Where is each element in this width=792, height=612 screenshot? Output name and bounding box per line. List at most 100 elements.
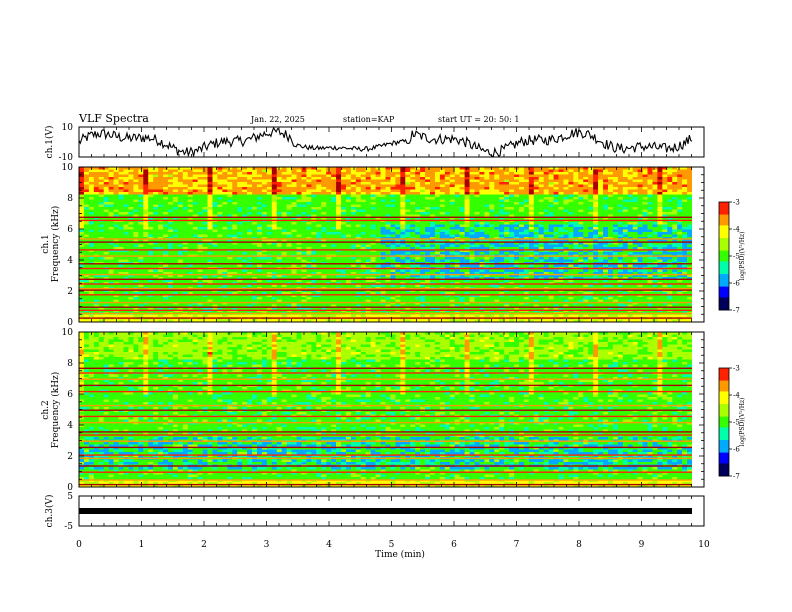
spectrogram-cell xyxy=(212,202,218,205)
spectrogram-cell xyxy=(380,169,386,173)
spectrogram-cell xyxy=(538,207,544,210)
spectrogram-cell xyxy=(341,207,347,210)
spectrogram-cell xyxy=(662,199,668,203)
spectrogram-cell xyxy=(345,167,352,170)
spectrogram-cell xyxy=(133,232,139,235)
spectrogram-cell xyxy=(365,212,371,215)
spectrogram-cell xyxy=(370,169,376,173)
spectrogram-cell xyxy=(518,222,525,225)
spectrogram-cell xyxy=(390,207,396,210)
spectrogram-cell xyxy=(489,182,495,185)
spectrogram-cell xyxy=(593,244,599,248)
spectrogram-cell xyxy=(573,174,579,178)
spectrogram-cell xyxy=(682,174,688,178)
spectrogram-cell xyxy=(390,182,396,185)
spectrogram-cell xyxy=(647,217,653,220)
spectrogram-cell xyxy=(113,197,119,200)
spectrogram-cell xyxy=(207,192,213,195)
spectrogram-cell xyxy=(627,179,633,183)
spectrogram-cell xyxy=(222,187,228,190)
spectrogram-cell xyxy=(222,169,228,173)
spectrogram-cell xyxy=(345,232,352,235)
spectrogram-cell xyxy=(454,204,460,208)
spectrogram-cell xyxy=(528,212,535,215)
spectrogram-cell xyxy=(88,264,95,268)
spectrogram-cell xyxy=(98,182,105,185)
spectrogram-cell xyxy=(439,202,446,205)
spectrogram-cell xyxy=(247,197,253,200)
spectrogram-cell xyxy=(242,197,248,200)
spectrogram-cell xyxy=(632,214,638,218)
spectrogram-cell xyxy=(662,234,668,238)
spectrogram-cell xyxy=(415,259,421,263)
spectrogram-cell xyxy=(271,264,278,268)
spectrogram-cell xyxy=(128,234,134,238)
spectrogram-cell xyxy=(182,257,189,260)
spectrogram-cell xyxy=(207,199,213,203)
spectrogram-cell xyxy=(345,214,352,218)
spectrogram-cell xyxy=(212,189,218,193)
spectrogram-cell xyxy=(405,259,411,263)
spectrogram-cell xyxy=(677,217,683,220)
spectrogram-cell xyxy=(350,247,357,250)
spectrogram-cell xyxy=(296,209,302,213)
spectrogram-cell xyxy=(222,182,228,185)
spectrogram-cell xyxy=(578,204,584,208)
spectrogram-cell xyxy=(598,172,604,175)
spectrogram-cell xyxy=(528,242,535,245)
spectrogram-cell xyxy=(158,214,164,218)
spectrogram-cell xyxy=(449,242,456,245)
spectrogram-cell xyxy=(667,194,673,198)
spectrogram-cell xyxy=(336,177,342,180)
spectrogram-cell xyxy=(617,172,624,175)
spectrogram-cell xyxy=(583,194,589,198)
spectrogram-cell xyxy=(514,257,520,260)
spectrogram-cell xyxy=(543,177,549,180)
spectrogram-cell xyxy=(444,232,451,235)
spectrogram-cell xyxy=(504,252,510,255)
spectrogram-cell xyxy=(395,192,401,195)
spectrogram-cell xyxy=(385,179,391,183)
spectrogram-cell xyxy=(167,212,174,215)
spectrogram-cell xyxy=(148,207,154,210)
spectrogram-cell xyxy=(415,174,421,178)
spectrogram-cell xyxy=(108,174,114,178)
spectrogram-cell xyxy=(291,207,297,210)
spectrogram-cell xyxy=(187,227,193,230)
spectrogram-cell xyxy=(148,264,154,268)
spectrogram-cell xyxy=(509,192,515,195)
spectrogram-cell xyxy=(370,227,376,230)
spectrogram-cell xyxy=(439,234,446,238)
spectrogram-cell xyxy=(247,177,253,180)
spectrogram-cell xyxy=(637,204,643,208)
spectrogram-cell xyxy=(158,224,164,228)
spectrogram-cell xyxy=(499,227,505,230)
spectrogram-cell xyxy=(291,234,297,238)
spectrogram-cell xyxy=(642,207,648,210)
spectrogram-cell xyxy=(464,232,470,235)
spectrogram-cell xyxy=(632,234,638,238)
spectrogram-cell xyxy=(429,222,436,225)
spectrogram-cell xyxy=(311,197,317,200)
spectrogram-cell xyxy=(167,169,174,173)
spectrogram-cell xyxy=(256,194,263,198)
spectrogram-cell xyxy=(518,212,525,215)
spectrogram-cell xyxy=(217,197,223,200)
spectrogram-cell xyxy=(652,167,658,170)
spectrogram-cell xyxy=(256,212,263,215)
spectrogram-cell xyxy=(444,214,451,218)
spectrogram-cell xyxy=(301,229,307,233)
spectrogram-cell xyxy=(593,174,599,178)
spectrogram-cell xyxy=(434,187,441,190)
spectrogram-cell xyxy=(687,202,693,205)
spectrogram-cell xyxy=(365,229,371,233)
spectrogram-cell xyxy=(296,264,302,268)
spectrogram-cell xyxy=(202,204,208,208)
spectrogram-cell xyxy=(449,207,456,210)
spectrogram-cell xyxy=(133,167,139,170)
spectrogram-cell xyxy=(98,239,105,243)
spectrogram-cell xyxy=(281,259,287,263)
spectrogram-cell xyxy=(133,174,139,178)
spectrogram-cell xyxy=(672,197,678,200)
spectrogram-cell xyxy=(509,234,515,238)
